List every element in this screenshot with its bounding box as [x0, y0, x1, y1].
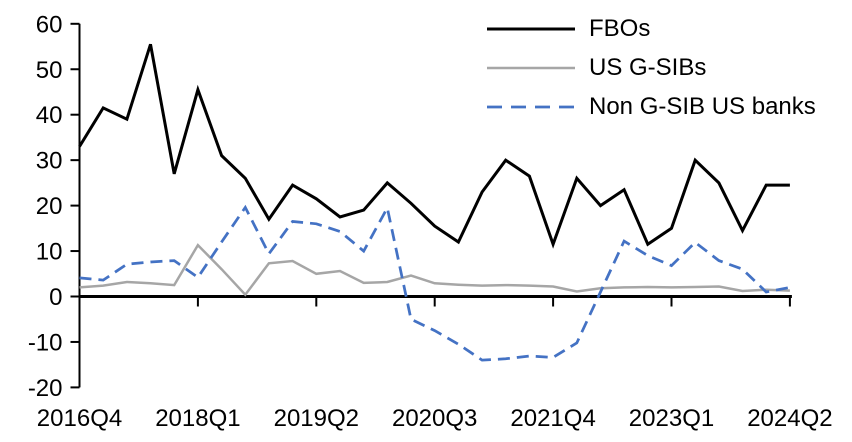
legend-line-fbos-icon — [487, 27, 575, 30]
legend-line-us-gsibs-icon — [487, 66, 575, 69]
legend-label-us-gsibs: US G-SIBs — [589, 53, 707, 81]
y-axis-tick-label: 60 — [36, 11, 63, 38]
x-axis-tick-label: 2023Q1 — [629, 405, 714, 432]
y-axis-tick-label: 20 — [36, 193, 63, 220]
y-axis-tick-label: 0 — [49, 284, 62, 311]
legend-label-non-gsib: Non G-SIB US banks — [589, 92, 816, 120]
x-axis-tick-label: 2016Q4 — [37, 405, 122, 432]
y-axis-tick-label: -10 — [28, 329, 63, 356]
y-axis-tick-label: 10 — [36, 239, 63, 266]
legend-label-fbos: FBOs — [589, 14, 651, 42]
x-axis-tick-label: 2024Q2 — [747, 405, 832, 432]
chart-legend: FBOs US G-SIBs Non G-SIB US banks — [487, 9, 816, 126]
x-axis-tick-label: 2018Q1 — [155, 405, 240, 432]
y-axis-tick-label: 30 — [36, 148, 63, 175]
series-line-fbos — [78, 43, 790, 249]
y-axis-tick-label: -20 — [28, 375, 63, 402]
legend-item-us-gsibs: US G-SIBs — [487, 48, 816, 87]
legend-line-non-gsib-icon — [487, 105, 575, 108]
y-axis-tick-label: 40 — [36, 102, 63, 129]
x-axis-tick-label: 2020Q3 — [392, 405, 477, 432]
legend-item-fbos: FBOs — [487, 9, 816, 48]
legend-item-non-gsib: Non G-SIB US banks — [487, 87, 816, 126]
x-axis-tick-label: 2019Q2 — [274, 405, 359, 432]
x-axis-tick-label: 2021Q4 — [510, 405, 595, 432]
series-line-us-g-sibs — [79, 243, 790, 297]
y-axis-tick-label: 50 — [36, 57, 63, 84]
series-line-non-g-sib-us-banks — [79, 203, 791, 362]
